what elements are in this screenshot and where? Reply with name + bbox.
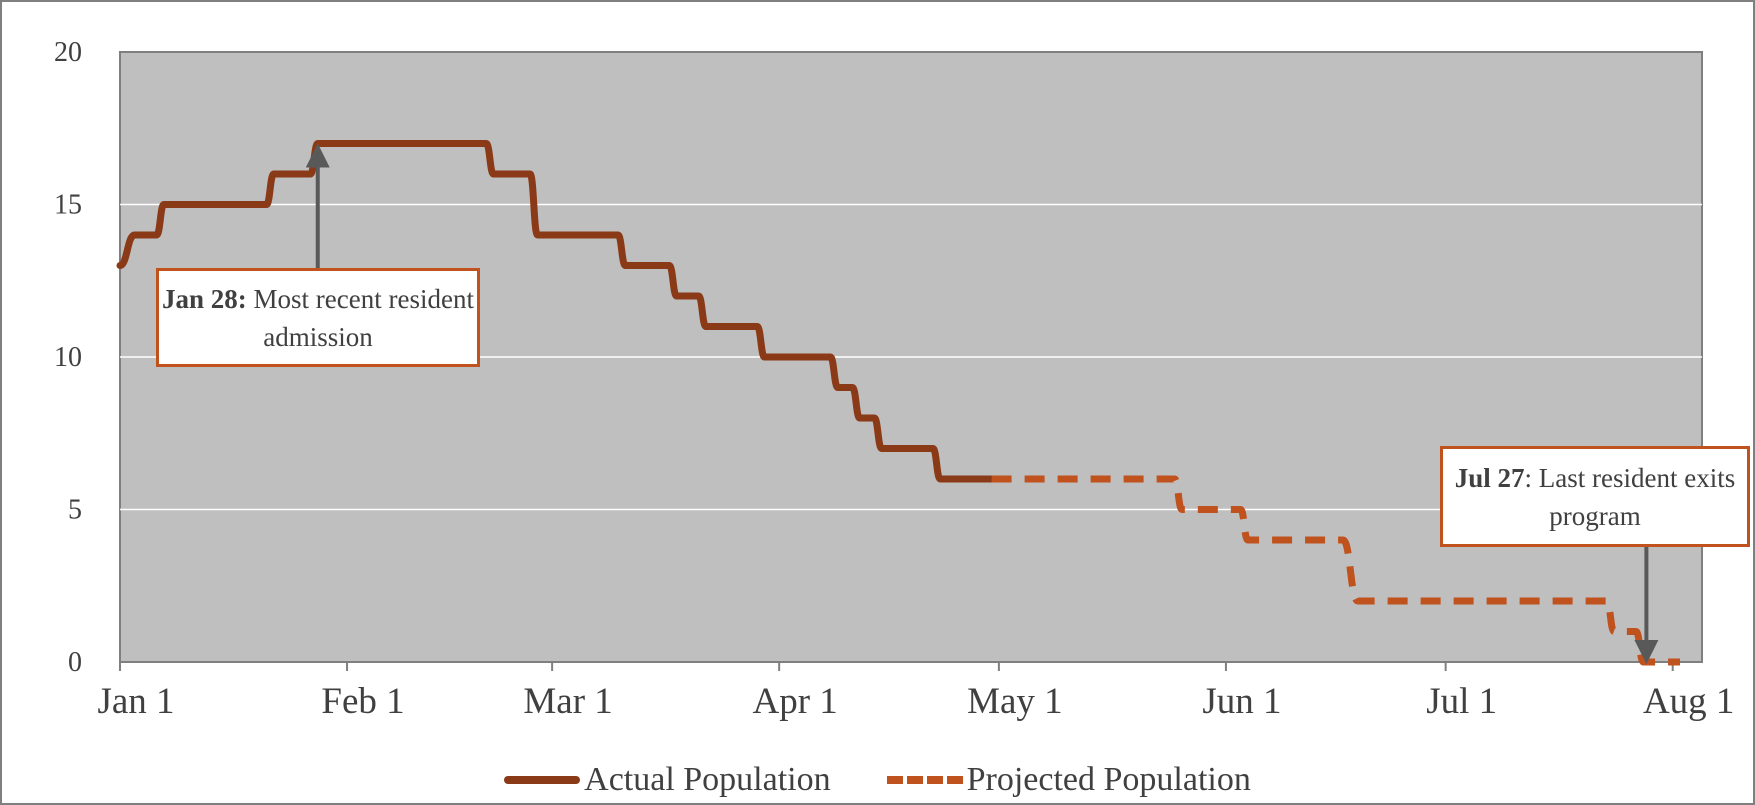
y-tick-label-4: 20 — [54, 37, 82, 68]
annotation-jan28-bold: Jan 28: — [162, 283, 247, 314]
series-lines — [116, 140, 1680, 666]
legend-swatch-projected — [886, 776, 963, 784]
y-tick-label-1: 5 — [68, 495, 82, 526]
annotation-jul27-box: Jul 27: Last resident exits program — [1440, 446, 1750, 547]
axes: 0 5 10 15 20 Jan 1 Feb 1 Mar 1 Apr 1 May 1 Jun 1 Ju… — [54, 37, 1734, 722]
annotation-jul27-bold: Jul 27 — [1454, 462, 1525, 493]
annotation-jul27-text: Jul 27: Last resident exits program — [1443, 459, 1747, 535]
annotation-arrows — [305, 143, 1659, 664]
annotation-jul27-label: : Last resident exits program — [1524, 462, 1736, 531]
x-tick-label-1: Feb 1 — [321, 681, 404, 722]
x-tick-label-0: Jan 1 — [97, 681, 174, 722]
x-tick-label-6: Jul 1 — [1426, 681, 1497, 722]
y-tick-label-0: 0 — [68, 647, 82, 678]
x-tick-label-3: Apr 1 — [753, 681, 838, 722]
x-tick-label-5: Jun 1 — [1202, 681, 1281, 722]
legend-item-actual: Actual Population — [504, 761, 831, 799]
annotation-jan28-label: Most recent resident admission — [246, 283, 474, 352]
legend-label-actual: Actual Population — [584, 761, 831, 798]
series-line-projected — [991, 475, 1680, 666]
x-tick-label-2: Mar 1 — [523, 681, 612, 722]
annotation-jan28-box: Jan 28: Most recent resident admission — [156, 268, 480, 367]
x-tick-label-7: Aug 1 — [1643, 681, 1734, 722]
legend-swatch-actual — [504, 776, 581, 784]
annotation-jan28-text: Jan 28: Most recent resident admission — [159, 280, 477, 356]
legend-label-projected: Projected Population — [966, 761, 1251, 798]
series-line-actual — [116, 140, 996, 483]
y-tick-label-2: 10 — [54, 342, 82, 373]
x-tick-label-4: May 1 — [967, 681, 1063, 722]
legend-item-projected: Projected Population — [886, 761, 1251, 799]
y-tick-label-3: 15 — [54, 190, 82, 221]
legend: Actual Population Projected Population — [0, 755, 1755, 805]
